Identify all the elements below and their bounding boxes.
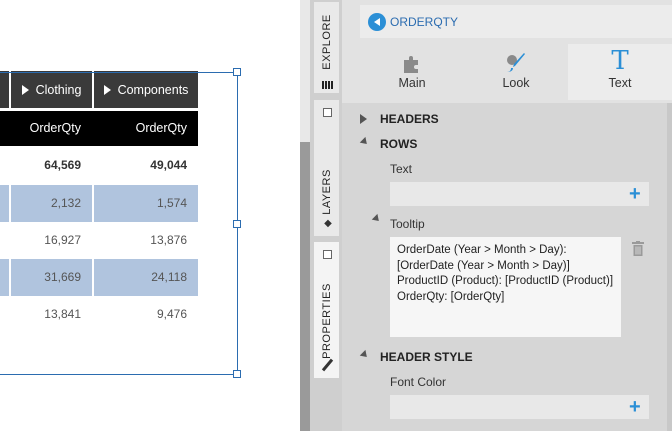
table-cell[interactable]: 49,044 <box>150 158 187 172</box>
selection-border-bottom <box>0 374 237 375</box>
header-separator <box>9 71 11 108</box>
panel-header: ORDERQTY <box>360 5 672 38</box>
add-font-color-icon[interactable]: + <box>629 396 641 418</box>
table-row: 2,132 1,574 <box>0 185 198 222</box>
section-rows[interactable]: ROWS <box>359 136 418 151</box>
section-header-style[interactable]: HEADER STYLE <box>359 349 473 364</box>
table-row: 64,569 49,044 <box>0 147 198 184</box>
back-arrow-icon[interactable] <box>368 12 386 31</box>
table-cell[interactable]: 2,132 <box>50 196 81 210</box>
tab-layers-label: LAYERS <box>320 169 333 215</box>
panel-box-icon <box>323 250 332 259</box>
tab-layers[interactable]: LAYERS ◆ <box>313 99 340 237</box>
column-header-label: Components <box>117 82 189 97</box>
cell-separator <box>9 259 11 296</box>
table-cell[interactable]: 31,669 <box>44 270 81 284</box>
column-header-clothing[interactable]: Clothing <box>11 71 92 108</box>
panel-splitter-handle[interactable] <box>300 142 310 431</box>
brush-icon <box>321 358 334 372</box>
panel-box-icon <box>323 108 332 117</box>
tab-main[interactable]: Main <box>360 44 464 100</box>
explore-icon <box>322 81 333 89</box>
measure-header[interactable]: OrderQty <box>135 121 187 135</box>
selection-border-top <box>0 72 237 73</box>
trash-icon[interactable] <box>632 241 644 256</box>
tab-properties[interactable]: PROPERTIES <box>313 241 340 379</box>
tooltip-field[interactable]: OrderDate (Year > Month > Day): [OrderDa… <box>390 237 621 337</box>
collapse-arrow-icon <box>360 114 367 124</box>
add-text-icon[interactable]: + <box>629 183 641 205</box>
panel-splitter[interactable] <box>300 0 310 142</box>
table-row: 16,927 13,876 <box>0 222 198 259</box>
table-cell[interactable]: 1,574 <box>156 196 187 210</box>
column-header-components[interactable]: Components <box>94 71 198 108</box>
text-field-label: Text <box>390 162 413 176</box>
table-cell[interactable]: 13,841 <box>44 307 81 321</box>
tab-look-label: Look <box>502 76 530 90</box>
section-headers[interactable]: HEADERS <box>360 112 439 126</box>
expand-arrow-icon <box>359 349 370 360</box>
text-field[interactable] <box>390 182 649 206</box>
layers-icon: ◆ <box>324 218 332 229</box>
table-cell[interactable]: 13,876 <box>150 233 187 247</box>
cell-separator <box>9 185 11 222</box>
section-header-style-label: HEADER STYLE <box>380 350 473 364</box>
table-cell[interactable]: 24,118 <box>151 270 187 284</box>
section-headers-label: HEADERS <box>380 112 439 126</box>
section-rows-label: ROWS <box>380 137 418 151</box>
puzzle-icon <box>360 44 464 74</box>
font-color-label: Font Color <box>390 375 447 389</box>
measure-header-row: OrderQty OrderQty <box>0 111 198 146</box>
cell-separator <box>92 185 94 222</box>
tab-look[interactable]: Look <box>464 44 568 100</box>
tab-properties-label: PROPERTIES <box>320 283 333 359</box>
tab-text[interactable]: T Text <box>568 44 672 100</box>
tab-explore-label: EXPLORE <box>320 14 333 70</box>
table-cell[interactable]: 64,569 <box>44 158 81 172</box>
column-header-label: Clothing <box>35 82 82 97</box>
tooltip-label: Tooltip <box>390 217 425 231</box>
panel-title[interactable]: ORDERQTY <box>390 14 459 29</box>
table-cell[interactable]: 16,927 <box>44 233 81 247</box>
cell-separator <box>92 259 94 296</box>
tab-main-label: Main <box>398 76 426 90</box>
paint-brush-icon <box>464 44 568 74</box>
table-row: 13,841 9,476 <box>0 296 198 333</box>
resize-handle[interactable] <box>233 68 241 76</box>
resize-handle[interactable] <box>233 370 241 378</box>
tab-explore[interactable]: EXPLORE <box>313 1 340 94</box>
mode-tabs: Main Look T Text <box>360 44 672 100</box>
tab-text-label: Text <box>608 76 632 90</box>
table-cell[interactable]: 9,476 <box>156 307 187 321</box>
scrollbar[interactable] <box>667 103 672 431</box>
header-separator <box>92 71 94 108</box>
expand-arrow-icon <box>359 136 370 147</box>
font-color-field[interactable] <box>390 395 649 419</box>
column-header-row <box>0 71 198 108</box>
vertical-tab-strip: EXPLORE LAYERS ◆ PROPERTIES <box>310 0 342 431</box>
dashboard-canvas[interactable]: Clothing Components OrderQty OrderQty 64… <box>0 0 300 431</box>
row-header-edge <box>0 71 9 108</box>
expand-arrow-icon[interactable] <box>103 84 111 95</box>
expand-arrow-icon[interactable] <box>21 84 29 95</box>
properties-panel: ORDERQTY Main Look T Text HEADERS <box>342 0 672 431</box>
table-row: 31,669 24,118 <box>0 259 198 296</box>
text-icon: T <box>611 46 629 76</box>
resize-handle[interactable] <box>233 220 241 228</box>
measure-header[interactable]: OrderQty <box>29 121 81 135</box>
